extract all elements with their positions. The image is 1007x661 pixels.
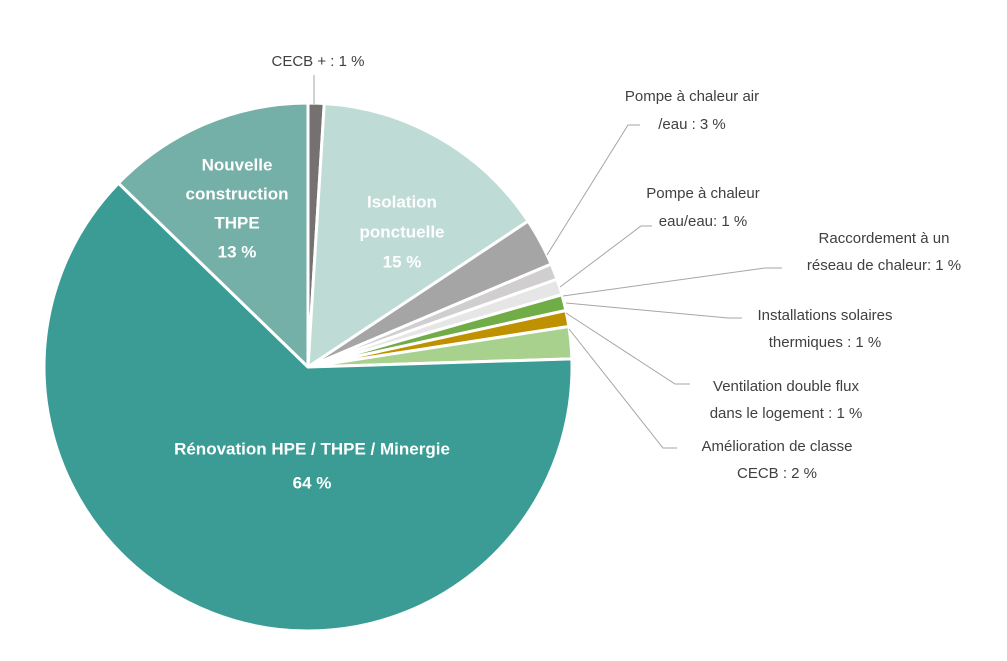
slice-label-2-line-0: Pompe à chaleur air	[625, 88, 759, 105]
slice-label-0-line-0: CECB + : 1 %	[272, 53, 365, 70]
leader-line-3	[559, 225, 652, 288]
pie-slice-8	[42, 181, 574, 633]
slice-label-8-line-1: 64 %	[293, 473, 332, 492]
leader-line-7	[568, 328, 677, 449]
pie-slice-9	[116, 101, 310, 369]
slice-label-1-line-2: 15 %	[383, 252, 422, 271]
slice-label-3-line-1: eau/eau: 1 %	[659, 213, 747, 230]
slice-label-6-line-1: dans le logement : 1 %	[710, 405, 863, 422]
slice-label-9-line-1: construction	[186, 184, 289, 203]
slice-label-7-line-1: CECB : 2 %	[737, 465, 817, 482]
leader-line-2	[546, 124, 640, 256]
leader-line-4	[562, 267, 782, 297]
slice-label-4-line-1: réseau de chaleur: 1 %	[807, 257, 961, 274]
slice-label-1-line-0: Isolation	[367, 192, 437, 211]
slice-label-3-line-0: Pompe à chaleur	[646, 185, 759, 202]
pie-slice-1	[306, 102, 530, 369]
slice-label-1-line-1: ponctuelle	[359, 222, 444, 241]
leader-line-6	[565, 312, 690, 385]
slice-label-8-line-0: Rénovation HPE / THPE / Minergie	[174, 439, 450, 458]
slice-label-6-line-0: Ventilation double flux	[713, 378, 859, 395]
slice-label-9-line-3: 13 %	[218, 242, 257, 261]
slice-label-2-line-1: /eau : 3 %	[658, 116, 726, 133]
slice-label-9-line-0: Nouvelle	[202, 155, 273, 174]
slice-label-5-line-1: thermiques : 1 %	[769, 334, 882, 351]
slice-label-4-line-0: Raccordement à un	[819, 230, 950, 247]
slice-label-9-line-2: THPE	[214, 213, 259, 232]
leader-line-5	[565, 302, 742, 319]
slice-label-5-line-0: Installations solaires	[757, 307, 892, 324]
slice-label-7-line-0: Amélioration de classe	[702, 438, 853, 455]
